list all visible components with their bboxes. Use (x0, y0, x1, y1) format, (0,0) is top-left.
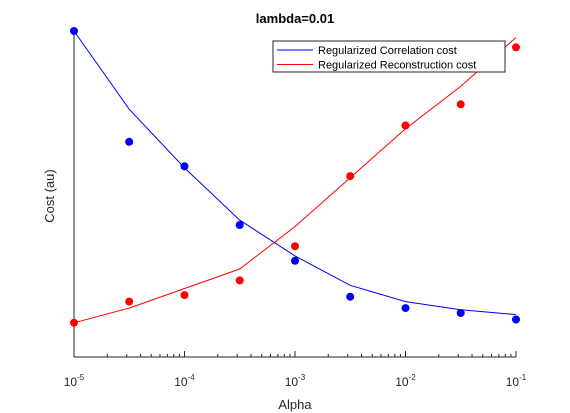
data-point (125, 138, 133, 146)
x-tick-label: 10-4 (174, 373, 195, 389)
data-point (346, 293, 354, 301)
data-point (125, 298, 133, 306)
x-tick-exponent: -2 (409, 373, 417, 382)
x-tick-exponent: -3 (298, 373, 306, 382)
chart-title: lambda=0.01 (256, 11, 334, 26)
data-point (512, 316, 520, 324)
legend-entry: Regularized Correlation cost (318, 45, 457, 57)
x-axis-label: Alpha (278, 397, 312, 412)
legend-entry: Regularized Reconstruction cost (318, 60, 476, 72)
x-tick-label: 10-2 (395, 373, 416, 389)
x-tick-label: 10-5 (64, 373, 85, 389)
x-tick-label: 10-1 (506, 373, 527, 389)
data-point (236, 276, 244, 284)
x-tick-base: 10 (285, 375, 299, 389)
y-axis-label: Cost (au) (42, 169, 57, 222)
data-point (181, 162, 189, 170)
x-tick-exponent: -1 (519, 373, 527, 382)
data-point (457, 100, 465, 108)
data-point (512, 43, 520, 51)
data-point (457, 309, 465, 317)
x-tick-base: 10 (64, 375, 78, 389)
x-tick-label: 10-3 (285, 373, 306, 389)
data-point (346, 172, 354, 180)
data-point (70, 319, 78, 327)
data-point (402, 122, 410, 130)
x-tick-exponent: -5 (77, 373, 85, 382)
legend: Regularized Correlation cost Regularized … (273, 41, 505, 72)
x-tick-base: 10 (506, 375, 520, 389)
axes: 10-5 10-4 10-3 10-2 10-1 (64, 31, 527, 389)
data-point (181, 291, 189, 299)
x-tick-exponent: -4 (188, 373, 196, 382)
data-point (291, 257, 299, 265)
series-line (74, 31, 516, 315)
series-line (74, 38, 516, 323)
data-point (402, 304, 410, 312)
data-point (291, 242, 299, 250)
data-point (70, 27, 78, 35)
x-tick-base: 10 (174, 375, 188, 389)
series-2 (70, 38, 520, 327)
data-point (236, 221, 244, 229)
x-tick-base: 10 (395, 375, 409, 389)
